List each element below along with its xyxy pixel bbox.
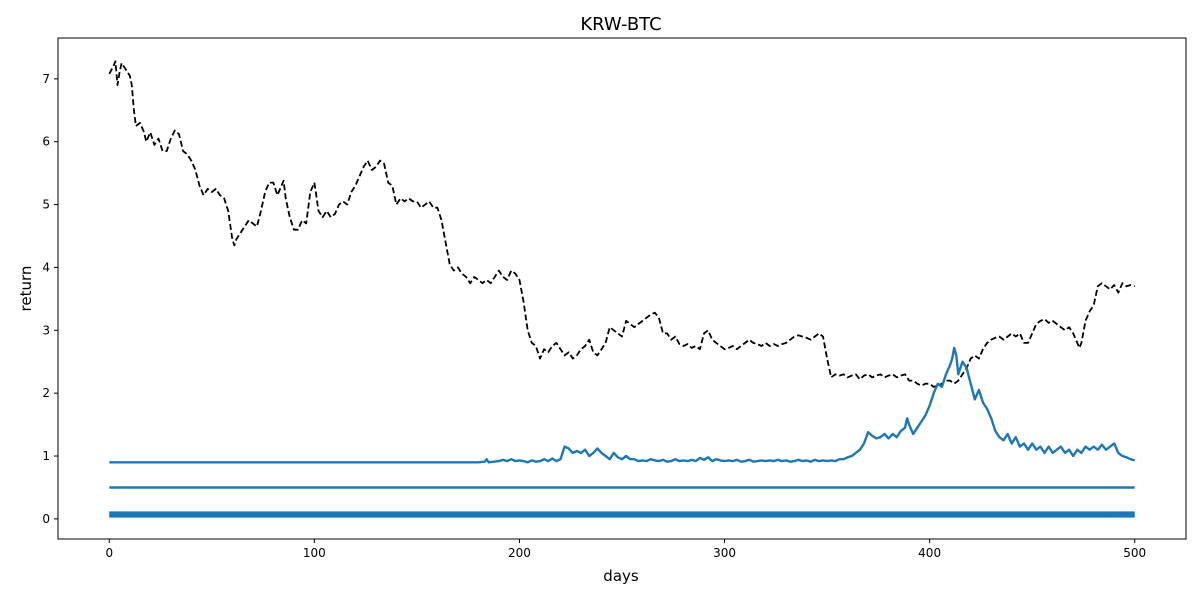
x-tick-label: 500 (1123, 546, 1146, 560)
series-line-0 (108, 60, 1135, 388)
x-tick-label: 200 (508, 546, 531, 560)
x-tick-label: 100 (303, 546, 326, 560)
y-tick-label: 3 (42, 323, 50, 337)
y-tick-label: 5 (42, 198, 50, 212)
x-tick-label: 0 (105, 546, 113, 560)
x-axis-label: days (603, 567, 639, 585)
y-axis: 0 1 2 3 4 5 6 7 (42, 72, 58, 526)
y-tick-label: 2 (42, 386, 50, 400)
y-tick-label: 7 (42, 72, 50, 86)
plot-frame (57, 37, 1187, 540)
y-tick-label: 4 (42, 260, 50, 274)
x-tick-label: 300 (713, 546, 736, 560)
series-line-1 (109, 346, 1136, 464)
plot-series (108, 60, 1136, 518)
y-tick-label: 6 (42, 135, 50, 149)
x-axis: 0 100 200 300 400 500 (105, 539, 1146, 560)
y-tick-label: 0 (42, 512, 50, 526)
chart-title: KRW-BTC (580, 14, 661, 35)
y-tick-label: 1 (42, 449, 50, 463)
y-axis-label: return (17, 266, 35, 312)
x-tick-label: 400 (918, 546, 941, 560)
